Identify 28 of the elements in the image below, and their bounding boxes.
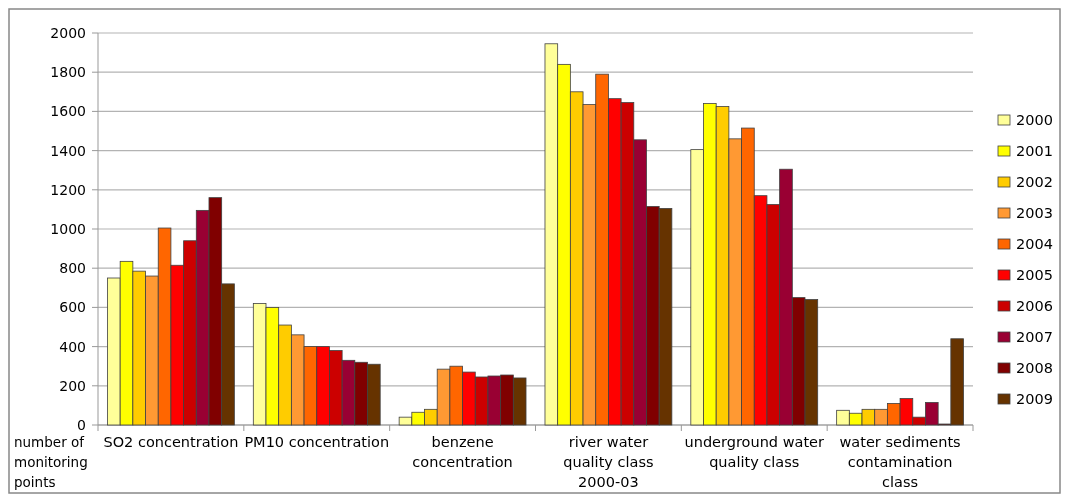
legend-label: 2009 [1016,391,1053,408]
legend-label: 2002 [1016,174,1053,191]
x-tick-label: SO2 concentration [103,434,239,450]
x-tick-label: underground water quality class [684,434,824,470]
y-tick-label: 2000 [50,24,86,41]
y-axis-title: number of monitoring points [14,434,88,490]
x-tick-label: PM10 concentration [244,434,390,450]
y-tick-label: 0 [77,416,86,433]
y-tick-label: 800 [59,260,86,277]
y-tick-label: 400 [59,338,86,355]
legend-label: 2005 [1016,267,1053,284]
legend-label: 2004 [1016,236,1053,253]
legend-label: 2001 [1016,143,1053,160]
y-tick-label: 1000 [50,220,86,237]
y-tick-label: 200 [59,377,86,394]
legend-label: 2008 [1016,360,1053,377]
y-tick-label: 600 [59,299,86,316]
legend-label: 2007 [1016,329,1053,346]
legend-label: 2003 [1016,205,1053,222]
x-tick-label: benzene concentration [412,434,513,470]
y-tick-label: 1600 [50,103,86,120]
x-tick-label: water sediments contamination class [839,434,961,490]
y-tick-label: 1200 [50,181,86,198]
y-tick-label: 1800 [50,64,86,81]
legend-label: 2006 [1016,298,1053,315]
legend-label: 2000 [1016,112,1053,129]
x-tick-label: river water quality class 2000-03 [563,434,654,490]
y-tick-label: 1400 [50,142,86,159]
